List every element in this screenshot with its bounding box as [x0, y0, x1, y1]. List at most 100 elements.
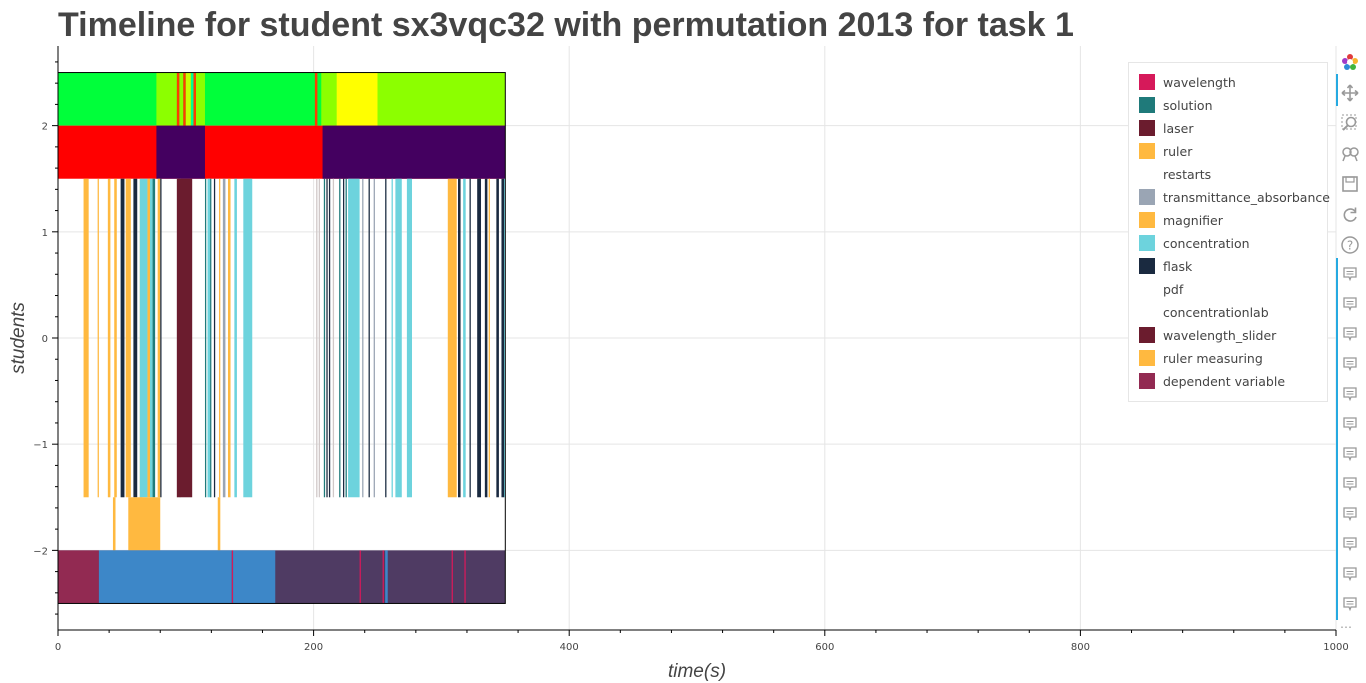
hover-tool-icon[interactable] — [1338, 502, 1362, 526]
legend-item[interactable]: magnifier — [1139, 211, 1223, 229]
legend-item[interactable]: flask — [1139, 257, 1192, 275]
data-layer — [57, 72, 506, 604]
legend-label: solution — [1163, 97, 1213, 113]
hover-tool-icon[interactable] — [1338, 262, 1362, 286]
box-zoom-icon[interactable] — [1338, 111, 1362, 135]
legend-swatch — [1139, 304, 1155, 320]
row-0-segment — [176, 72, 180, 126]
row-2-segment — [83, 178, 89, 498]
legend-swatch — [1139, 166, 1155, 182]
legend-label: pdf — [1163, 281, 1184, 297]
row-2-segment — [345, 178, 347, 498]
legend-swatch — [1139, 97, 1155, 113]
row-2-segment — [204, 178, 207, 498]
bokeh-logo-icon[interactable] — [1338, 50, 1362, 74]
row-0-segment — [183, 72, 186, 126]
x-tick-label: 600 — [815, 642, 834, 653]
row-2-segment — [328, 178, 331, 498]
pan-icon[interactable] — [1338, 81, 1362, 105]
hover-tool-icon[interactable] — [1338, 472, 1362, 496]
y-tick-label: 1 — [42, 228, 48, 239]
legend-item[interactable]: solution — [1139, 96, 1213, 114]
row-4-segment — [382, 550, 384, 604]
row-4-segment — [359, 550, 361, 604]
x-tick-label: 1000 — [1323, 642, 1348, 653]
reset-icon[interactable] — [1338, 203, 1362, 227]
active-hover-indicator — [1336, 258, 1338, 620]
legend-item[interactable]: concentration — [1139, 234, 1250, 252]
y-tick-label: 0 — [42, 334, 48, 345]
legend-item[interactable]: ruler measuring — [1139, 349, 1263, 367]
row-2-segment — [207, 178, 211, 498]
row-4-segment — [233, 550, 276, 604]
row-2-segment — [368, 178, 370, 498]
legend-item[interactable]: wavelength — [1139, 73, 1236, 91]
legend-label: concentration — [1163, 235, 1250, 251]
row-2-segment — [488, 178, 490, 498]
hover-tool-icon[interactable] — [1338, 532, 1362, 556]
row-2-segment — [176, 178, 193, 498]
x-tick-label: 200 — [304, 642, 323, 653]
hover-tool-icon[interactable] — [1338, 562, 1362, 586]
legend-swatch — [1139, 74, 1155, 90]
legend-item[interactable]: wavelength_slider — [1139, 326, 1276, 344]
hover-tool-icon[interactable] — [1338, 412, 1362, 436]
legend-label: flask — [1163, 258, 1193, 274]
legend-item[interactable]: restarts — [1139, 165, 1211, 183]
row-2-segment — [373, 178, 375, 498]
row-2-segment — [316, 178, 318, 498]
row-2-segment — [504, 178, 506, 498]
row-2-segment — [219, 178, 221, 498]
row-0-segment — [190, 72, 194, 126]
row-1-segment — [156, 125, 205, 179]
row-2-segment — [458, 178, 461, 498]
legend-item[interactable]: transmittance_absorbance — [1139, 188, 1330, 206]
row-4-segment — [451, 550, 453, 604]
row-3-segment — [112, 497, 116, 551]
legend-swatch — [1139, 327, 1155, 343]
x-tick-label: 0 — [55, 642, 61, 653]
legend-label: ruler — [1163, 143, 1193, 159]
row-2-segment — [323, 178, 326, 498]
legend-label: transmittance_absorbance — [1163, 189, 1330, 205]
row-2-segment — [385, 178, 387, 498]
hover-tool-icon[interactable] — [1338, 382, 1362, 406]
hover-tool-icon[interactable] — [1338, 592, 1362, 616]
hover-tool-icon[interactable] — [1338, 322, 1362, 346]
legend-item[interactable]: pdf — [1139, 280, 1183, 298]
chart-title: Timeline for student sx3vqc32 with permu… — [58, 6, 1074, 44]
row-2-segment — [362, 178, 364, 498]
row-2-segment — [326, 178, 328, 498]
row-2-segment — [339, 178, 341, 498]
legend-swatch — [1139, 143, 1155, 159]
legend-label: wavelength — [1163, 74, 1236, 90]
y-tick-label: 2 — [42, 122, 48, 133]
legend-label: concentrationlab — [1163, 304, 1269, 320]
row-2-segment — [318, 178, 320, 498]
y-axis-label: students — [8, 302, 29, 374]
wheel-zoom-icon[interactable] — [1338, 142, 1362, 166]
hover-tool-icon[interactable] — [1338, 292, 1362, 316]
legend-item[interactable]: laser — [1139, 119, 1193, 137]
row-2-segment — [342, 178, 345, 498]
row-2-segment — [469, 178, 471, 498]
hover-tool-icon[interactable] — [1338, 442, 1362, 466]
row-2-segment — [447, 178, 457, 498]
legend-item[interactable]: dependent variable — [1139, 372, 1285, 390]
row-2-segment — [213, 178, 216, 498]
legend-label: dependent variable — [1163, 373, 1286, 389]
row-2-segment — [222, 178, 226, 498]
legend-item[interactable]: ruler — [1139, 142, 1192, 160]
save-icon[interactable] — [1338, 172, 1362, 196]
row-0-segment — [377, 72, 506, 126]
row-2-segment — [152, 178, 156, 498]
row-2-segment — [496, 178, 499, 498]
hover-tool-icon[interactable] — [1338, 352, 1362, 376]
help-icon[interactable]: ? — [1338, 233, 1362, 257]
toolbar: ? ⋯ — [1336, 46, 1366, 646]
svg-text:?: ? — [1347, 239, 1353, 253]
legend-item[interactable]: concentrationlab — [1139, 303, 1269, 321]
more-tools-button[interactable]: ⋯ — [1340, 620, 1352, 634]
axis-layer: 0 200 400 600 800 1000 −2 −1 0 1 2 — [33, 46, 1349, 653]
